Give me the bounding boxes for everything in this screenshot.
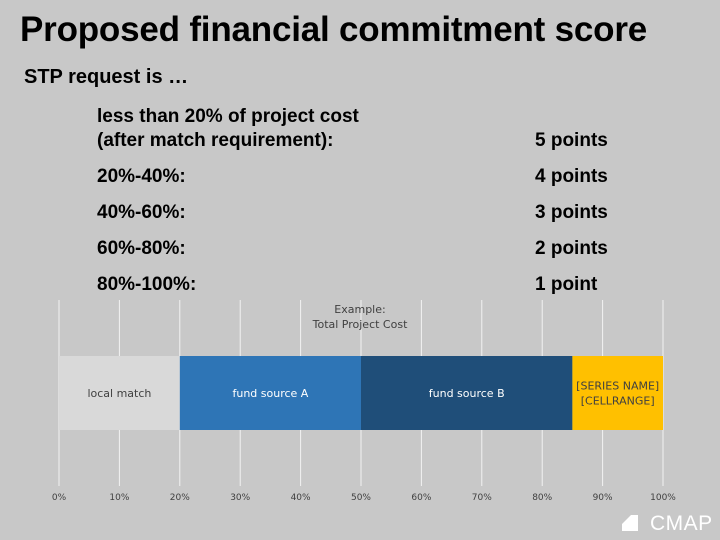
x-tick-label: 50% [351, 493, 371, 503]
data-label: fund source B [429, 387, 505, 400]
rule-label-2: 40%-60%: [97, 202, 186, 223]
x-tick-label: 80% [532, 493, 552, 503]
data-label-line: fund source B [429, 387, 505, 400]
data-label: [SERIES NAME] [CELLRANGE] [576, 380, 659, 408]
bar-segment [361, 356, 573, 430]
x-tick-label: 40% [291, 493, 311, 503]
data-label-line: fund source A [232, 387, 308, 400]
rule-label-0-line2: (after match requirement): [97, 130, 334, 151]
rule-label-1: 20%-40%: [97, 166, 186, 187]
rule-points-0: 5 points [535, 130, 608, 151]
cmap-logo-mark-icon [622, 515, 638, 531]
x-tick-label: 70% [472, 493, 492, 503]
bar-segment [59, 356, 180, 430]
rule-label-0: less than 20% of project cost (after mat… [97, 105, 359, 153]
rule-points-4: 1 point [535, 274, 598, 295]
x-tick-label: 0% [52, 493, 67, 503]
x-tick-label: 100% [650, 493, 676, 503]
x-tick-label: 60% [411, 493, 431, 503]
chart-title-line1: Example: [334, 303, 386, 316]
cmap-logo-text: CMAP [650, 512, 713, 535]
x-tick-label: 90% [593, 493, 613, 503]
rule-points-3: 2 points [535, 238, 608, 259]
x-tick-label: 30% [230, 493, 250, 503]
data-label-line: [SERIES NAME] [576, 380, 659, 393]
data-label-line: local match [87, 387, 151, 400]
x-tick-label: 20% [170, 493, 190, 503]
chart-title-line2: Total Project Cost [312, 318, 408, 331]
rule-points-2: 3 points [535, 202, 608, 223]
data-label-line: [CELLRANGE] [581, 395, 655, 408]
slide-subtitle: STP request is … [24, 66, 189, 88]
bar-segment [179, 356, 361, 430]
chart-title: Example: Total Project Cost [300, 302, 420, 332]
bar-segment [572, 356, 663, 430]
rule-label-0-line1: less than 20% of project cost [97, 106, 359, 127]
data-label: local match [87, 387, 151, 400]
slide-title: Proposed financial commitment score [20, 10, 648, 49]
rule-points-1: 4 points [535, 166, 608, 187]
data-label: fund source A [232, 387, 308, 400]
rule-label-4: 80%-100%: [97, 274, 197, 295]
cmap-logo: CMAP [622, 512, 714, 536]
x-tick-label: 10% [109, 493, 129, 503]
rule-label-3: 60%-80%: [97, 238, 186, 259]
